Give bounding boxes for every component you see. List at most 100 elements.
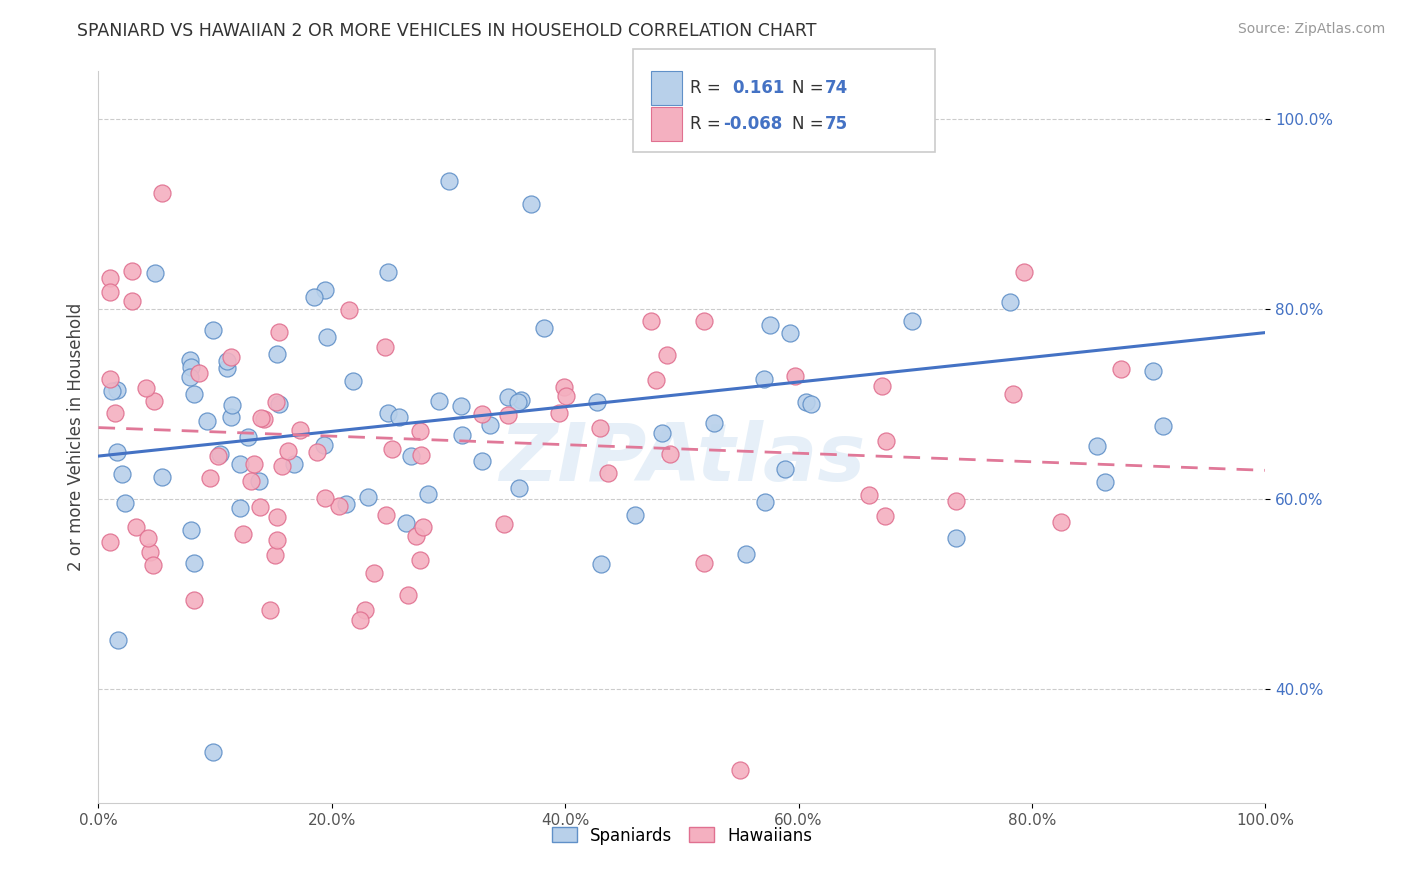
Point [229, 457, 252, 471]
Point [121, 293, 143, 308]
Point [143, 267, 166, 281]
Point [548, 406, 571, 420]
Point [266, 347, 288, 361]
Point [533, 321, 555, 335]
Point [207, 449, 229, 463]
Point [692, 314, 714, 328]
Point [180, 359, 202, 374]
Point [187, 367, 209, 381]
Text: N =: N = [792, 115, 828, 133]
Point [105, 384, 128, 398]
Point [150, 470, 173, 484]
Point [305, 444, 328, 458]
Point [388, 409, 411, 424]
Point [250, 410, 273, 425]
Point [270, 458, 292, 473]
Point [183, 556, 205, 570]
Text: 74: 74 [825, 79, 849, 97]
Point [202, 745, 225, 759]
Point [1085, 439, 1108, 453]
Point [519, 196, 541, 211]
Point [998, 295, 1021, 310]
Point [779, 326, 801, 340]
Point [773, 462, 796, 476]
Point [107, 632, 129, 647]
Point [228, 501, 250, 516]
Text: 75: 75 [825, 115, 848, 133]
Point [335, 497, 357, 511]
Point [377, 406, 399, 420]
Point [471, 454, 494, 468]
Point [269, 397, 291, 411]
Point [1012, 265, 1035, 279]
Point [121, 264, 143, 278]
Point [315, 330, 337, 344]
Point [208, 447, 231, 461]
Point [217, 353, 239, 368]
Point [492, 516, 515, 531]
Point [496, 390, 519, 404]
Point [219, 410, 242, 425]
Text: N =: N = [792, 79, 828, 97]
Point [752, 372, 775, 386]
Point [195, 414, 218, 428]
Point [259, 603, 281, 617]
Point [399, 449, 422, 463]
Point [101, 384, 124, 398]
Point [139, 545, 162, 559]
Point [644, 373, 666, 387]
Point [267, 325, 290, 339]
Point [98, 372, 121, 386]
Point [302, 290, 325, 304]
Text: ZIPAtlas: ZIPAtlas [499, 420, 865, 498]
Point [98, 271, 121, 285]
Point [215, 361, 238, 376]
Point [735, 547, 758, 561]
Point [405, 529, 427, 543]
Point [800, 397, 823, 411]
Point [586, 394, 609, 409]
Point [264, 394, 287, 409]
Point [111, 467, 134, 481]
Point [479, 417, 502, 432]
Point [412, 519, 434, 533]
Text: SPANIARD VS HAWAIIAN 2 OR MORE VEHICLES IN HOUSEHOLD CORRELATION CHART: SPANIARD VS HAWAIIAN 2 OR MORE VEHICLES … [77, 22, 817, 40]
Text: Source: ZipAtlas.com: Source: ZipAtlas.com [1237, 22, 1385, 37]
Point [125, 520, 148, 534]
Point [183, 386, 205, 401]
Legend: Spaniards, Hawaiians: Spaniards, Hawaiians [543, 818, 821, 853]
Point [875, 508, 897, 523]
Point [135, 381, 157, 395]
Point [179, 369, 201, 384]
Point [236, 430, 259, 444]
Point [264, 548, 287, 562]
Point [471, 408, 494, 422]
Point [498, 408, 520, 422]
Point [451, 428, 474, 442]
Point [349, 613, 371, 627]
Point [249, 500, 271, 515]
Point [783, 368, 806, 383]
Point [374, 508, 396, 522]
Point [754, 494, 776, 508]
Point [105, 444, 128, 458]
Point [356, 491, 378, 505]
Point [202, 323, 225, 337]
Point [232, 527, 254, 541]
Point [98, 285, 121, 299]
Point [314, 284, 336, 298]
Point [596, 467, 619, 481]
Point [396, 588, 419, 602]
Point [624, 508, 647, 523]
Point [395, 516, 418, 530]
Point [1094, 475, 1116, 489]
Point [200, 471, 222, 485]
Text: R =: R = [690, 115, 727, 133]
Point [640, 314, 662, 328]
Point [659, 447, 682, 461]
Point [730, 763, 752, 777]
Point [508, 481, 530, 495]
Point [758, 318, 780, 333]
Point [374, 340, 396, 354]
Point [657, 348, 679, 362]
